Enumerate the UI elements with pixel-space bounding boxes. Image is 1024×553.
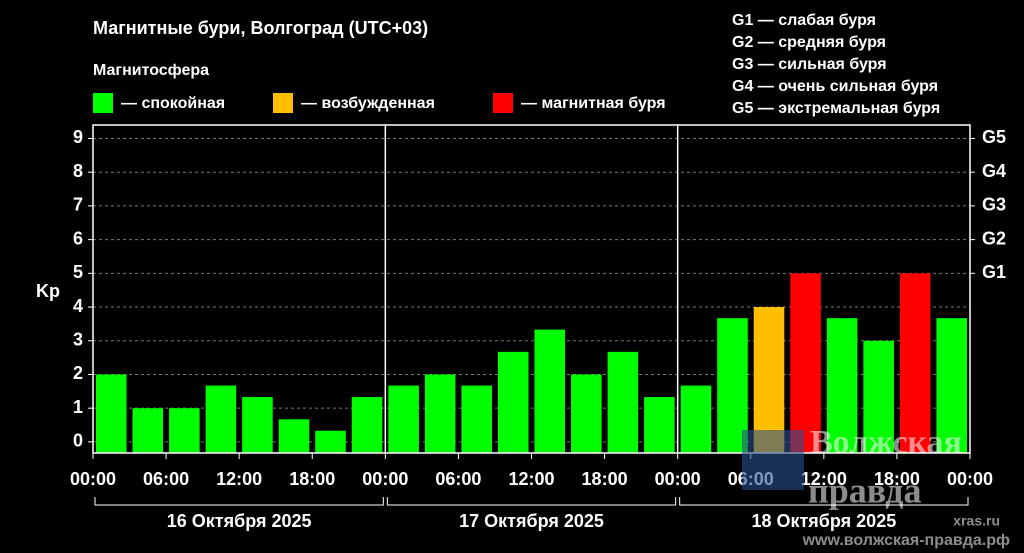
y2-tick-label: G4 [982, 161, 1006, 181]
y-tick-label: 5 [73, 262, 83, 282]
chart-subtitle: Магнитосфера [93, 62, 209, 79]
bar [753, 307, 785, 453]
x-tick-label: 00:00 [70, 469, 116, 489]
x-tick-label: 12:00 [508, 469, 554, 489]
bar [96, 374, 127, 453]
bar [242, 397, 273, 453]
day-bracket [386, 497, 677, 506]
y-tick-label: 9 [73, 127, 83, 147]
scale-legend-item: G2 — средняя буря [732, 34, 886, 51]
day-label: 17 Октября 2025 [459, 511, 604, 531]
bar [863, 340, 894, 453]
bar [790, 273, 821, 453]
watermark-text: www.волжская-правда.рф [802, 532, 1010, 549]
x-tick-label: 06:00 [435, 469, 481, 489]
watermark-text: xras.ru [953, 513, 1000, 529]
y-tick-label: 3 [73, 329, 83, 349]
y2-tick-label: G3 [982, 195, 1006, 215]
bar [278, 419, 310, 453]
bar [351, 397, 383, 453]
y-tick-label: 2 [73, 363, 83, 383]
bar [680, 385, 712, 453]
x-tick-label: 06:00 [143, 469, 189, 489]
legend-label: — спокойная [121, 95, 225, 112]
bar [607, 351, 639, 453]
x-tick-label: 00:00 [655, 469, 701, 489]
y2-tick-label: G5 [982, 127, 1006, 147]
day-bracket [679, 497, 969, 506]
legend-swatch [493, 93, 513, 113]
day-label: 18 Октября 2025 [751, 511, 896, 531]
legend-label: — возбужденная [301, 95, 435, 112]
bar [534, 329, 566, 453]
scale-legend-item: G4 — очень сильная буря [732, 78, 938, 95]
chart-title: Магнитные бури, Волгоград (UTC+03) [93, 18, 428, 38]
scale-legend-item: G5 — экстремальная буря [732, 100, 940, 117]
bar [132, 408, 164, 453]
bar [315, 430, 346, 453]
y-tick-label: 4 [73, 296, 83, 316]
bar [424, 374, 456, 453]
watermark-text: Волжская [810, 424, 962, 461]
watermark-logo [742, 430, 804, 490]
watermark-text: правда [808, 470, 922, 510]
y-tick-label: 8 [73, 161, 83, 181]
bar [899, 273, 931, 453]
y-tick-label: 7 [73, 195, 83, 215]
bar [461, 385, 492, 453]
legend-swatch [273, 93, 293, 113]
y2-tick-label: G1 [982, 262, 1006, 282]
bar [388, 385, 419, 453]
scale-legend-item: G1 — слабая буря [732, 12, 876, 29]
bar [497, 351, 529, 453]
y-tick-label: 6 [73, 228, 83, 248]
day-bracket [94, 497, 384, 506]
x-tick-label: 18:00 [874, 469, 920, 489]
scale-legend-item: G3 — сильная буря [732, 56, 887, 73]
day-label: 16 Октября 2025 [167, 511, 312, 531]
x-tick-label: 18:00 [582, 469, 628, 489]
legend-swatch [93, 93, 113, 113]
x-tick-label: 18:00 [289, 469, 335, 489]
legend-label: — магнитная буря [521, 95, 666, 112]
x-tick-label: 12:00 [216, 469, 262, 489]
y2-tick-label: G2 [982, 228, 1006, 248]
bar [205, 385, 237, 453]
y-axis-label: Kp [36, 281, 60, 301]
bar [169, 408, 200, 453]
x-tick-label: 00:00 [362, 469, 408, 489]
bar [936, 318, 967, 453]
y-tick-label: 1 [73, 397, 83, 417]
y-tick-label: 0 [73, 431, 83, 451]
bar [571, 374, 602, 453]
bar [644, 397, 675, 453]
x-tick-label: 12:00 [801, 469, 847, 489]
x-tick-label: 00:00 [947, 469, 993, 489]
bar [826, 318, 858, 453]
